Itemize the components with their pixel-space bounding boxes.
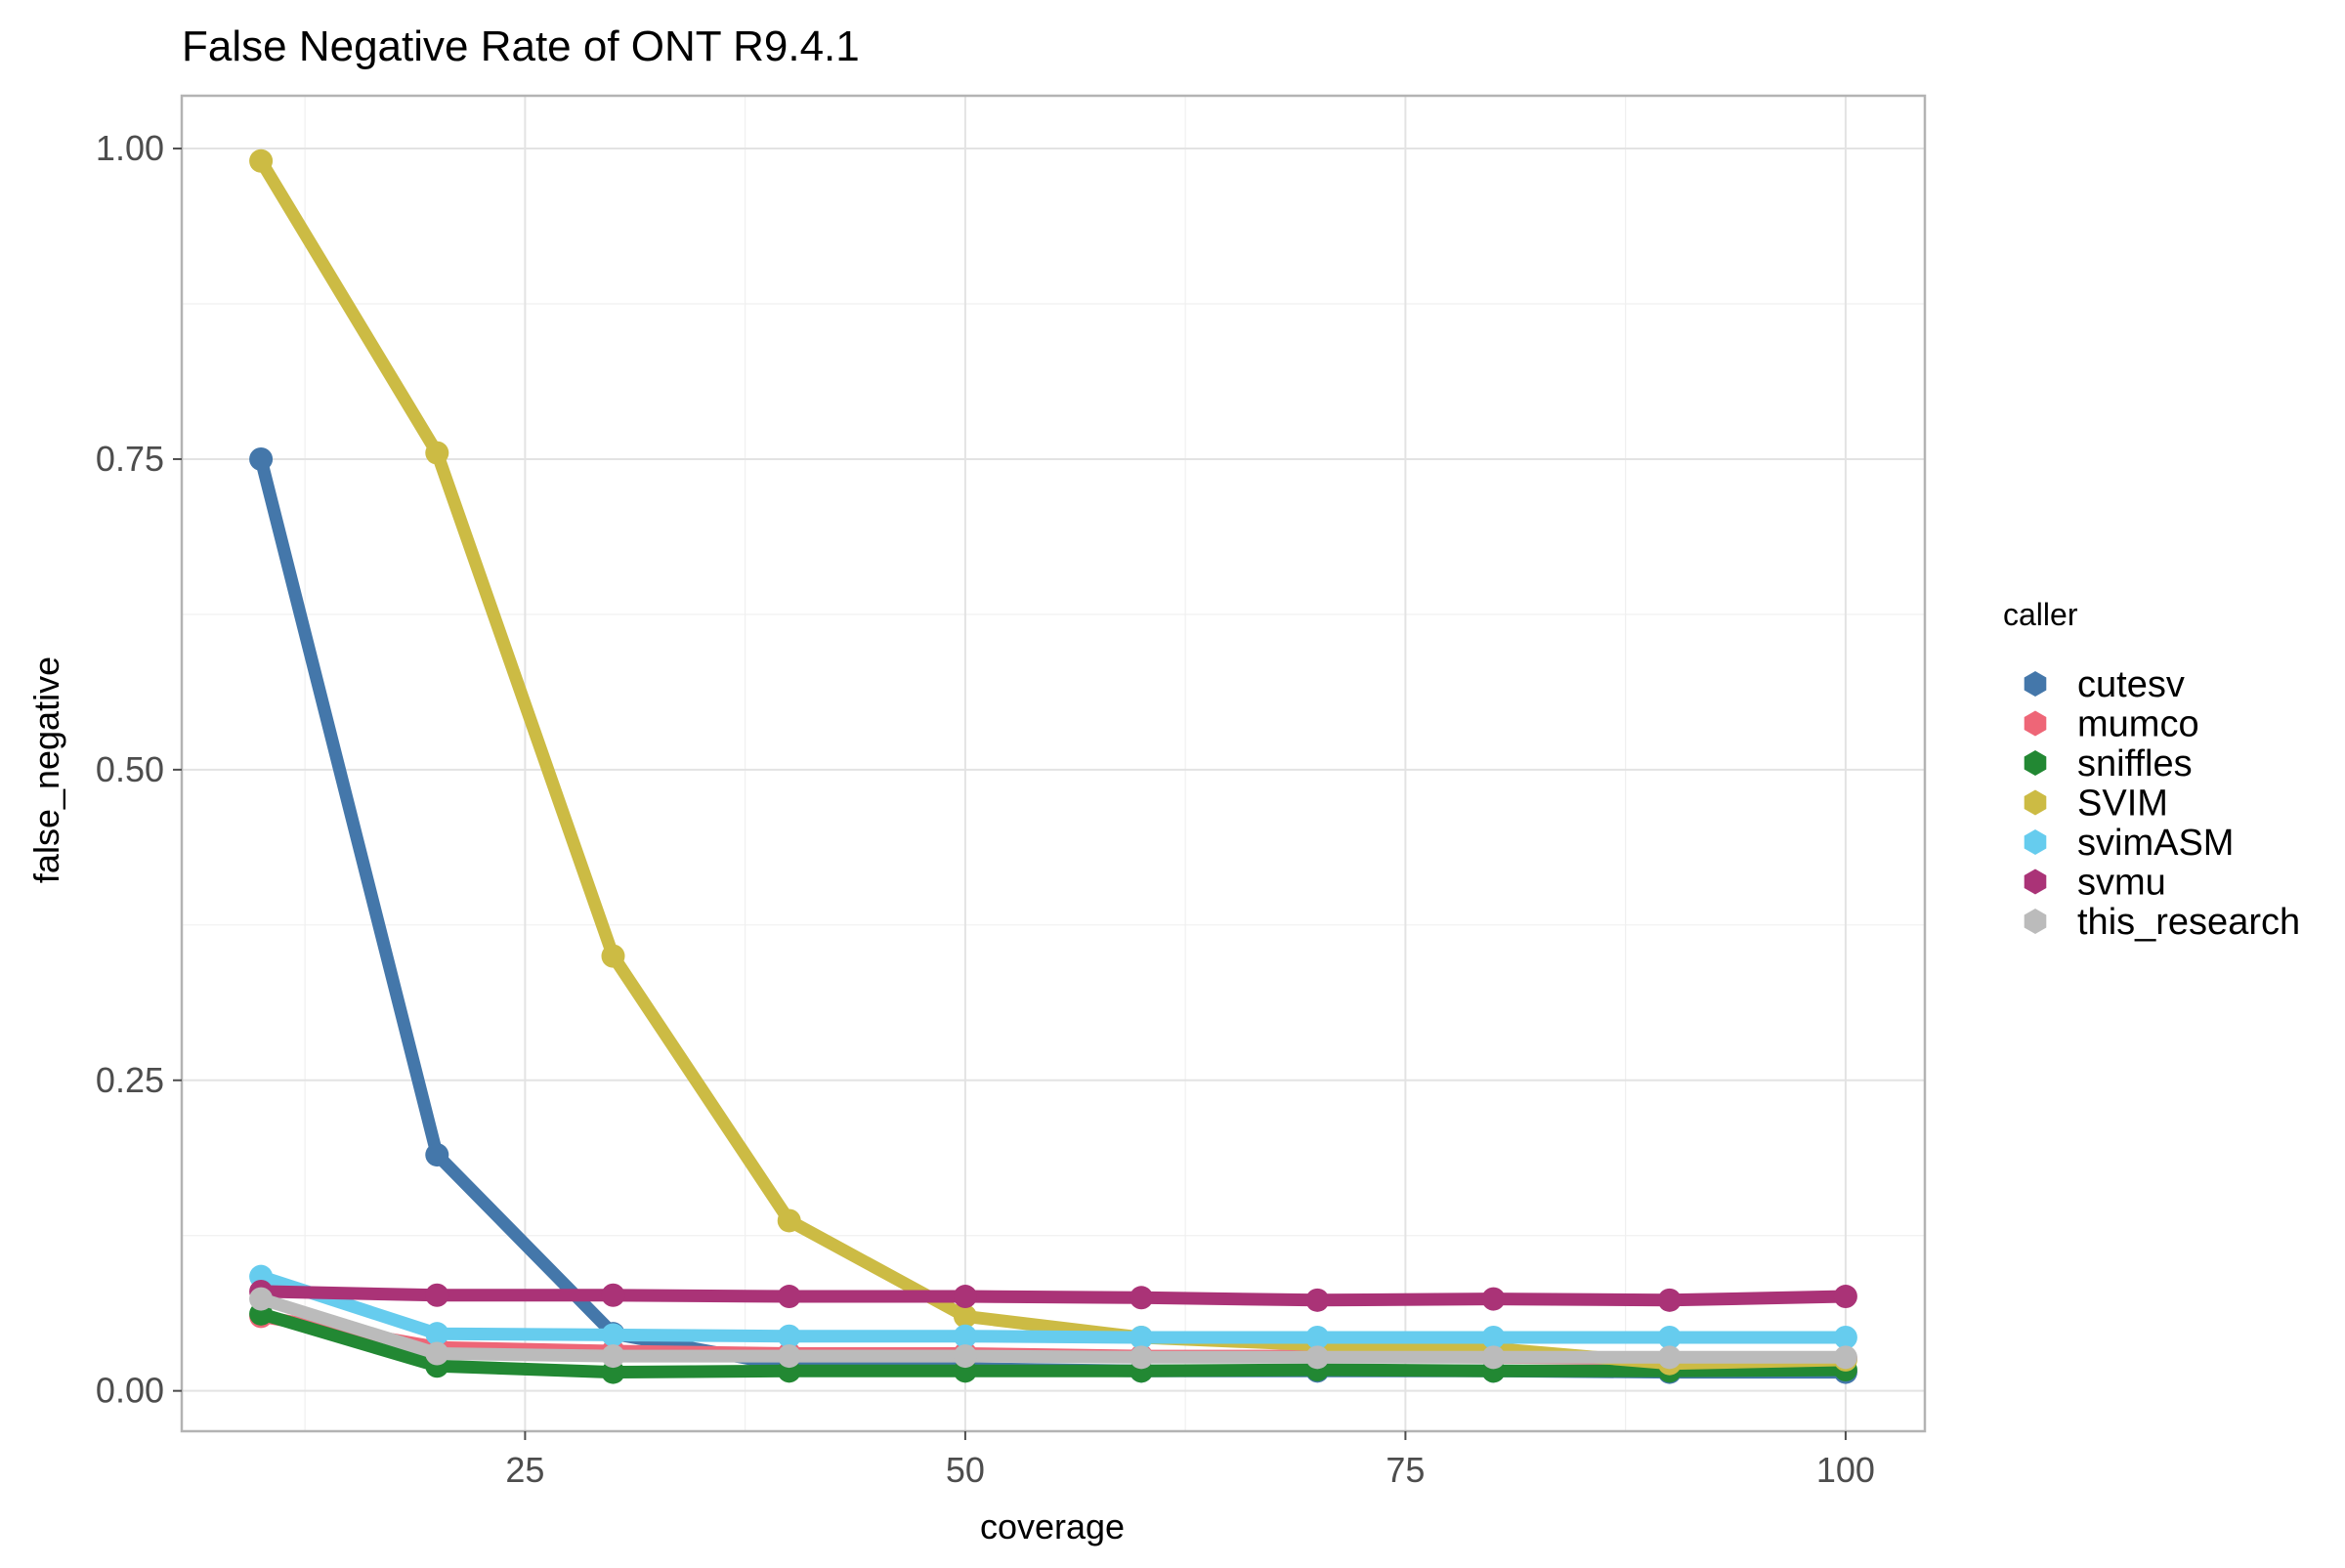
data-point	[1305, 1345, 1330, 1370]
data-point	[953, 1324, 977, 1348]
data-point	[425, 1283, 449, 1307]
legend-item-mumco: mumco	[2024, 704, 2199, 745]
data-point	[1481, 1325, 1506, 1349]
data-point	[1130, 1345, 1154, 1370]
data-point	[425, 1322, 449, 1346]
legend-key	[2024, 750, 2047, 776]
series-line	[254, 1293, 1853, 1364]
data-point	[1657, 1288, 1682, 1312]
legend-key	[2024, 909, 2047, 934]
grid	[182, 96, 1925, 1431]
x-tick-label: 75	[1386, 1450, 1425, 1490]
y-tick-label: 1.00	[96, 128, 164, 168]
data-point	[601, 1323, 625, 1347]
data-point	[601, 944, 625, 968]
chart-title: False Negative Rate of ONT R9.4.1	[182, 22, 860, 70]
data-point	[1833, 1285, 1857, 1309]
legend-label: cutesv	[2077, 664, 2185, 705]
data-point	[601, 1344, 625, 1369]
data-point	[1833, 1345, 1857, 1370]
x-tick-label: 50	[946, 1450, 985, 1490]
legend-key	[2024, 710, 2047, 737]
legend-key	[2024, 869, 2047, 895]
data-point	[777, 1344, 801, 1369]
data-point	[425, 1341, 449, 1366]
legend: caller cutesvmumcosnifflesSVIMsvimASMsvm…	[2003, 597, 2300, 943]
legend-item-svimASM: svimASM	[2024, 823, 2234, 864]
x-tick-label: 100	[1816, 1450, 1875, 1490]
data-point	[425, 1143, 449, 1167]
data-point	[777, 1324, 801, 1348]
x-tick-label: 25	[505, 1450, 544, 1490]
data-point	[601, 1360, 625, 1384]
data-point	[1305, 1325, 1330, 1349]
legend-title: caller	[2003, 597, 2078, 632]
data-point	[1481, 1345, 1506, 1370]
data-point	[777, 1208, 801, 1233]
series-line	[254, 1285, 1853, 1307]
plot-panel	[180, 94, 1927, 1433]
data-point	[1657, 1325, 1682, 1349]
axis-ticks: 25 50 75 100 0.00 0.25 0.50 0.75 1.00	[96, 128, 1875, 1490]
legend-key	[2024, 829, 2047, 855]
y-tick-label: 0.25	[96, 1060, 164, 1100]
series-line	[254, 1307, 1853, 1379]
data-point	[249, 148, 274, 173]
data-point	[953, 1344, 977, 1369]
legend-label: svimASM	[2077, 823, 2234, 864]
x-axis-title: coverage	[980, 1506, 1125, 1547]
data-point	[953, 1285, 977, 1309]
series-line	[254, 154, 1853, 1371]
series-svimASM	[249, 1264, 1857, 1349]
legend-label: SVIM	[2077, 784, 2168, 825]
data-point	[425, 441, 449, 465]
legend-key	[2024, 671, 2047, 697]
legend-label: sniffles	[2077, 743, 2193, 784]
data-point	[601, 1283, 625, 1307]
legend-label: svmu	[2077, 863, 2166, 904]
data-point	[1657, 1345, 1682, 1370]
data-point	[1130, 1286, 1154, 1310]
data-point	[953, 1304, 977, 1329]
series-lines	[249, 148, 1857, 1384]
y-tick-label: 0.75	[96, 439, 164, 479]
series-this_research	[249, 1287, 1857, 1370]
legend-label: mumco	[2077, 704, 2199, 745]
y-axis-title: false_negative	[26, 657, 66, 883]
legend-item-SVIM: SVIM	[2024, 784, 2168, 825]
data-point	[1833, 1325, 1857, 1349]
legend-label: this_research	[2077, 902, 2300, 943]
y-tick-label: 0.00	[96, 1371, 164, 1411]
data-point	[1481, 1287, 1506, 1311]
series-line	[254, 1270, 1853, 1344]
legend-item-svmu: svmu	[2024, 863, 2166, 904]
series-SVIM	[249, 148, 1857, 1376]
series-svmu	[249, 1279, 1857, 1312]
legend-key	[2024, 789, 2047, 816]
data-point	[1305, 1288, 1330, 1312]
data-point	[249, 446, 274, 471]
data-point	[249, 1287, 274, 1311]
y-tick-label: 0.50	[96, 749, 164, 789]
legend-item-cutesv: cutesv	[2024, 664, 2185, 705]
legend-item-sniffles: sniffles	[2024, 743, 2193, 784]
data-point	[777, 1285, 801, 1309]
legend-item-this_research: this_research	[2024, 902, 2300, 943]
data-point	[1130, 1325, 1154, 1349]
